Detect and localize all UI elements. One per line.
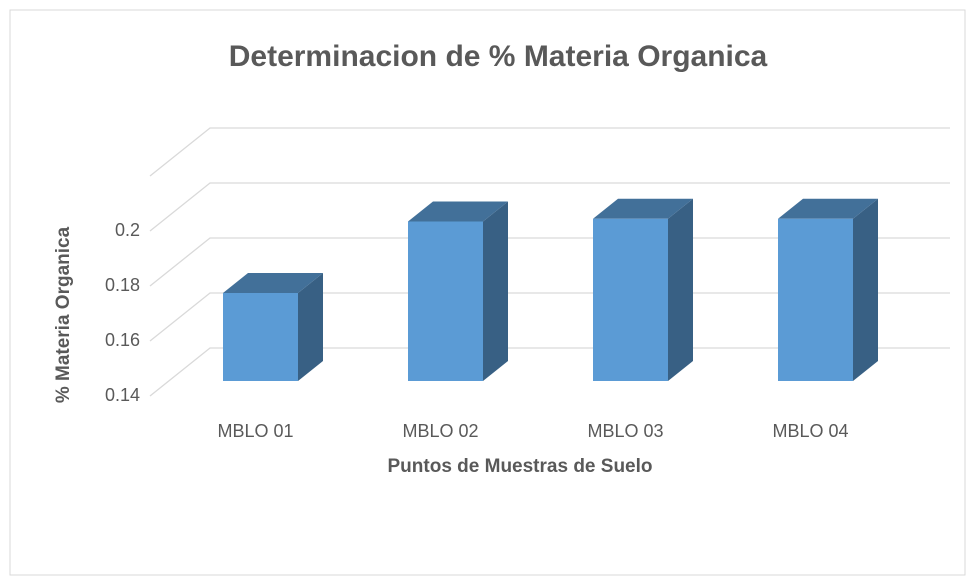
bar-side	[668, 198, 693, 381]
grid-line	[149, 237, 950, 287]
bar-top	[408, 201, 508, 222]
bar-top	[593, 198, 693, 219]
bar	[223, 293, 298, 381]
grid-line	[149, 182, 950, 232]
bar	[778, 218, 853, 381]
y-axis-label: % Materia Organica	[53, 226, 74, 403]
y-tick-label: 0.14	[105, 385, 140, 405]
x-tick-label: MBLO 04	[772, 421, 848, 441]
y-tick-label: 0.16	[105, 330, 140, 350]
bar	[593, 218, 668, 381]
bar-side	[298, 273, 323, 381]
grid-line	[149, 127, 950, 177]
chart-title: Determinacion de % Materia Organica	[229, 40, 768, 73]
y-tick-label: 0.2	[115, 220, 140, 240]
bar	[408, 221, 483, 381]
bar-side	[853, 198, 878, 381]
x-tick-label: MBLO 03	[587, 421, 663, 441]
y-tick-label: 0.18	[105, 275, 140, 295]
bar-top	[223, 273, 323, 293]
x-tick-label: MBLO 01	[217, 421, 293, 441]
x-axis-label: Puntos de Muestras de Suelo	[388, 456, 653, 477]
x-tick-label: MBLO 02	[402, 421, 478, 441]
bar-side	[483, 201, 508, 381]
grid-line	[149, 292, 950, 342]
bar-top	[778, 198, 878, 219]
grid-line	[149, 347, 950, 397]
